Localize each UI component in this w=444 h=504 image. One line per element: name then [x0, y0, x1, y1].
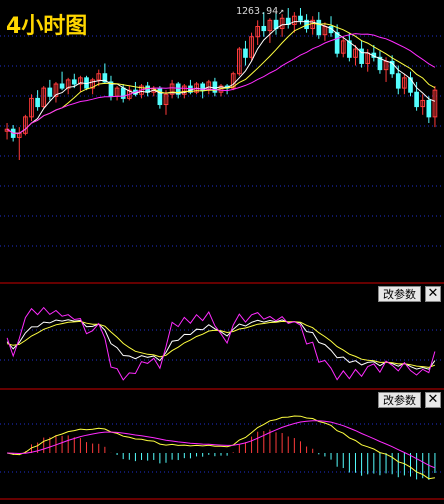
candle[interactable] — [212, 81, 218, 93]
kdj-close-icon[interactable]: ✕ — [425, 286, 441, 302]
candle[interactable] — [47, 87, 53, 97]
candle[interactable] — [23, 116, 28, 134]
candle[interactable] — [402, 77, 407, 89]
candle[interactable] — [102, 73, 108, 83]
peak-arrow-icon: ↗ — [278, 6, 285, 17]
period-title: 4小时图 — [6, 14, 88, 39]
candle[interactable] — [310, 19, 316, 30]
candle[interactable] — [230, 73, 236, 89]
candle[interactable] — [420, 99, 426, 108]
candle[interactable] — [298, 15, 303, 21]
candle[interactable] — [279, 17, 285, 30]
candle[interactable] — [334, 32, 340, 54]
candle[interactable] — [261, 25, 267, 32]
macd-pane[interactable] — [7, 415, 436, 480]
candle[interactable] — [255, 25, 261, 38]
candle[interactable] — [347, 40, 352, 58]
candle[interactable] — [96, 73, 102, 81]
peak-price-label: 1263.94↗ — [236, 6, 284, 17]
candle[interactable] — [237, 48, 242, 75]
candle[interactable] — [340, 40, 346, 54]
candle[interactable] — [126, 89, 132, 99]
peak-price-value: 1263.94 — [236, 6, 279, 17]
candle[interactable] — [249, 36, 254, 58]
candle[interactable] — [35, 97, 40, 108]
ma-line-10 — [6, 22, 436, 134]
ma-line-5 — [6, 21, 436, 134]
candle[interactable] — [389, 60, 395, 75]
candle[interactable] — [53, 83, 59, 97]
macd-dea-line — [7, 420, 436, 469]
candle[interactable] — [414, 91, 419, 108]
candle[interactable] — [432, 89, 438, 118]
candle[interactable] — [408, 77, 413, 93]
candle[interactable] — [59, 83, 65, 89]
candle[interactable] — [65, 79, 71, 89]
candle[interactable] — [120, 87, 126, 99]
kdj-d-line — [6, 320, 436, 368]
candle[interactable] — [316, 19, 322, 36]
candle[interactable] — [169, 83, 175, 95]
candle[interactable] — [157, 87, 163, 106]
candle[interactable] — [90, 79, 95, 89]
candle[interactable] — [359, 48, 364, 64]
macd-close-icon[interactable]: ✕ — [425, 392, 441, 408]
macd-dif-line — [7, 415, 435, 480]
candle[interactable] — [175, 83, 181, 95]
price-pane[interactable] — [4, 8, 438, 160]
candle[interactable] — [377, 56, 383, 71]
kdj-pane[interactable] — [6, 306, 436, 381]
candle[interactable] — [200, 83, 205, 91]
candle[interactable] — [163, 93, 169, 106]
candle[interactable] — [181, 85, 187, 95]
candle[interactable] — [292, 15, 297, 25]
candle[interactable] — [426, 99, 432, 118]
candle[interactable] — [78, 77, 83, 85]
kdj-k-line — [6, 319, 436, 370]
candle[interactable] — [395, 73, 401, 89]
candle[interactable] — [71, 79, 77, 85]
kdj-change-params-button[interactable]: 改参数 — [378, 286, 421, 302]
candle[interactable] — [29, 97, 34, 118]
grid-lines — [0, 35, 444, 500]
macd-change-params-button[interactable]: 改参数 — [378, 392, 421, 408]
candle[interactable] — [243, 48, 248, 58]
candle[interactable] — [41, 87, 47, 108]
ma-line-20 — [6, 33, 436, 134]
candle[interactable] — [353, 48, 358, 58]
candle[interactable] — [267, 19, 273, 32]
kdj-j-line — [6, 306, 436, 381]
